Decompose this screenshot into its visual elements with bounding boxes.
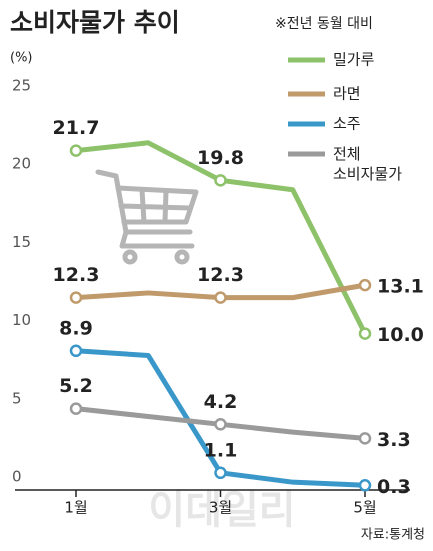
- point: [358, 479, 372, 492]
- data-label: 12.3: [197, 264, 244, 286]
- x-tick-label: 3월: [209, 499, 232, 517]
- point: [358, 432, 372, 445]
- point: [358, 278, 372, 292]
- y-tick-label: 15: [12, 233, 31, 251]
- legend-label: 전체 소비자물가: [333, 145, 402, 183]
- point: [214, 466, 227, 480]
- y-tick-label: 20: [12, 155, 31, 173]
- point: [214, 291, 227, 304]
- point: [358, 327, 372, 340]
- chart-title: 소비자물가 추이: [10, 8, 180, 37]
- subtitle: ※전년 동월 대비: [275, 16, 373, 32]
- y-axis-label: (%): [10, 51, 33, 66]
- watermark: 이데일리: [148, 487, 295, 533]
- source: 자료:통계청: [361, 528, 425, 543]
- data-label: 13.1: [377, 276, 424, 298]
- y-tick-label: 25: [12, 77, 31, 95]
- legend-label: 라면: [333, 85, 361, 103]
- legend-label: 소주: [333, 115, 361, 133]
- data-label: 19.8: [197, 147, 244, 169]
- x-tick-label: 1월: [64, 499, 87, 517]
- data-label: 5.2: [59, 375, 93, 397]
- point: [69, 144, 83, 157]
- point: [69, 344, 83, 358]
- x-tick-label: 5월: [353, 499, 376, 517]
- y-tick-label: 0: [12, 468, 22, 486]
- cart-icon: [95, 169, 199, 265]
- data-label: 8.9: [59, 317, 93, 339]
- data-label: 1.1: [204, 439, 238, 461]
- data-label: 12.3: [53, 264, 100, 286]
- data-label: 21.7: [53, 117, 100, 139]
- legend-label: 밀가루: [333, 51, 375, 69]
- data-label: 4.2: [204, 391, 238, 413]
- y-tick-label: 5: [12, 389, 22, 407]
- point: [69, 291, 83, 304]
- data-label: 3.3: [377, 429, 411, 451]
- y-tick-label: 10: [12, 311, 31, 329]
- data-label: 0.3: [377, 476, 411, 498]
- data-label: 10.0: [377, 324, 424, 346]
- point: [214, 174, 227, 187]
- point: [69, 402, 83, 415]
- point: [214, 418, 227, 431]
